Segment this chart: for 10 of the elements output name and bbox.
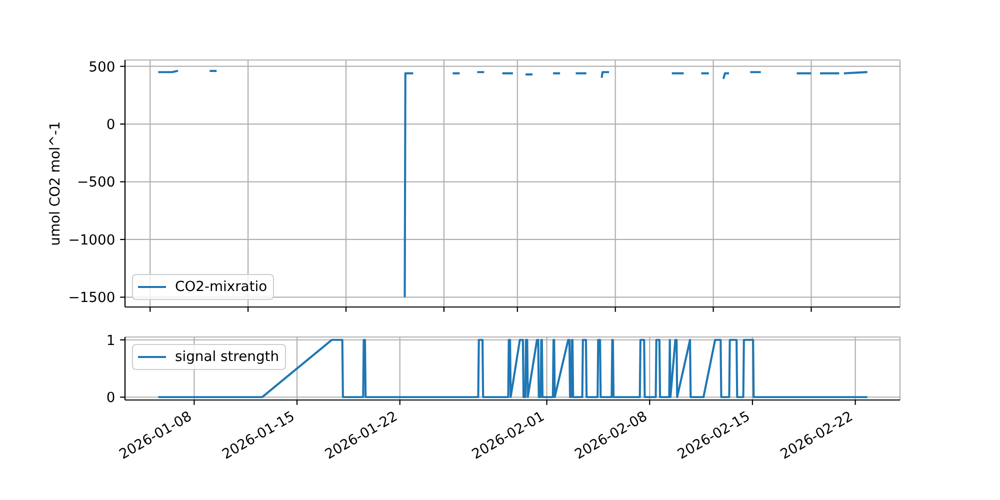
y-tick-label: 0 [106, 116, 116, 133]
y-tick-label: 500 [88, 59, 116, 76]
legend-label: CO2-mixratio [175, 278, 268, 296]
legend-label: signal strength [175, 348, 280, 366]
y-tick-label: 0 [106, 390, 116, 406]
y-tick-label: 1 [106, 332, 116, 349]
y-tick-label: −500 [77, 174, 116, 191]
y-axis-title: umol CO2 mol^-1 [48, 121, 64, 246]
y-tick-label: −1000 [68, 232, 116, 248]
y-tick-label: −1500 [68, 290, 116, 306]
